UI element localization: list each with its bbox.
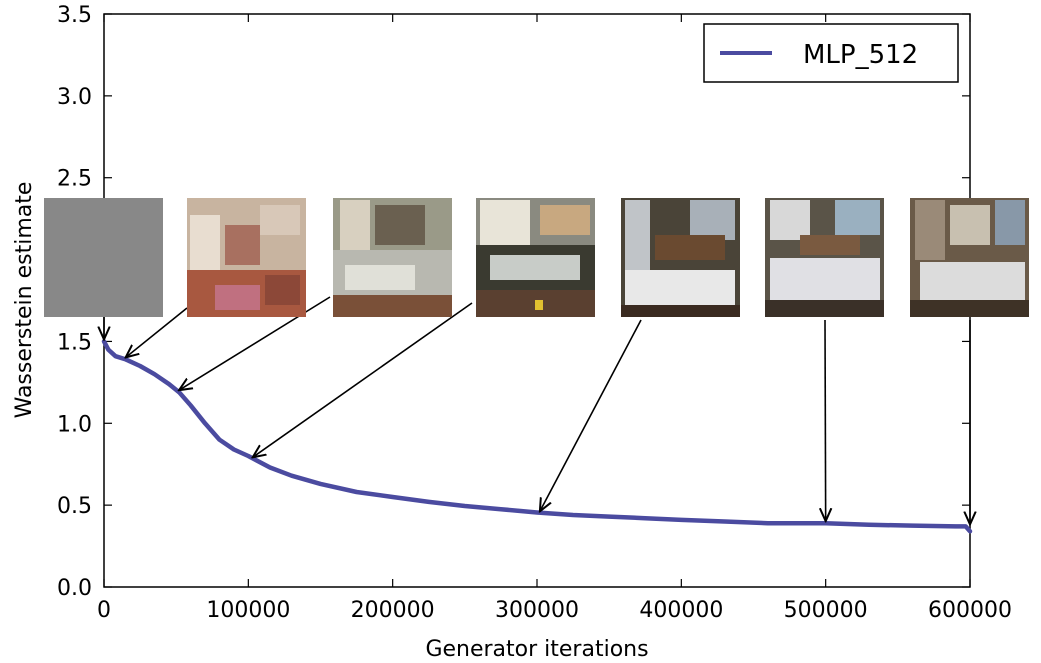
y-axis-label: Wasserstein estimate [12, 182, 37, 419]
y-tick-label: 2.5 [57, 167, 92, 192]
x-tick-label: 200000 [351, 598, 435, 623]
annotation-arrow [253, 302, 473, 457]
y-tick-label: 3.5 [57, 3, 92, 28]
x-tick-label: 0 [97, 598, 111, 623]
annotation-arrow [126, 307, 188, 357]
sample-image-5 [765, 198, 884, 317]
x-tick-label: 100000 [206, 598, 290, 623]
annotation-arrows [104, 296, 970, 524]
x-tick-label: 600000 [928, 598, 1012, 623]
annotation-arrow [540, 319, 642, 511]
x-tick-label: 300000 [495, 598, 579, 623]
y-tick-label: 3.0 [57, 85, 92, 110]
x-tick-label: 400000 [639, 598, 723, 623]
sample-image-4 [621, 198, 740, 317]
legend: MLP_512 [703, 23, 959, 83]
sample-image-2 [333, 198, 452, 317]
sample-image-noise [44, 198, 163, 317]
legend-label-mlp-512: MLP_512 [803, 40, 918, 70]
sample-image-1 [187, 198, 306, 317]
y-tick-label: 1.5 [57, 330, 92, 355]
y-tick-label: 0.5 [57, 494, 92, 519]
x-axis-label: Generator iterations [425, 637, 648, 662]
series-line-mlp-512 [101, 339, 973, 534]
sample-image-3 [476, 198, 595, 317]
y-tick-label: 1.0 [57, 412, 92, 437]
x-axis-ticks: 0 100000 200000 300000 400000 500000 600000 [97, 14, 1012, 623]
sample-images [44, 198, 1029, 317]
y-tick-label: 0.0 [57, 576, 92, 601]
annotation-arrow [825, 319, 826, 521]
x-tick-label: 500000 [784, 598, 868, 623]
sample-image-6 [910, 198, 1029, 317]
